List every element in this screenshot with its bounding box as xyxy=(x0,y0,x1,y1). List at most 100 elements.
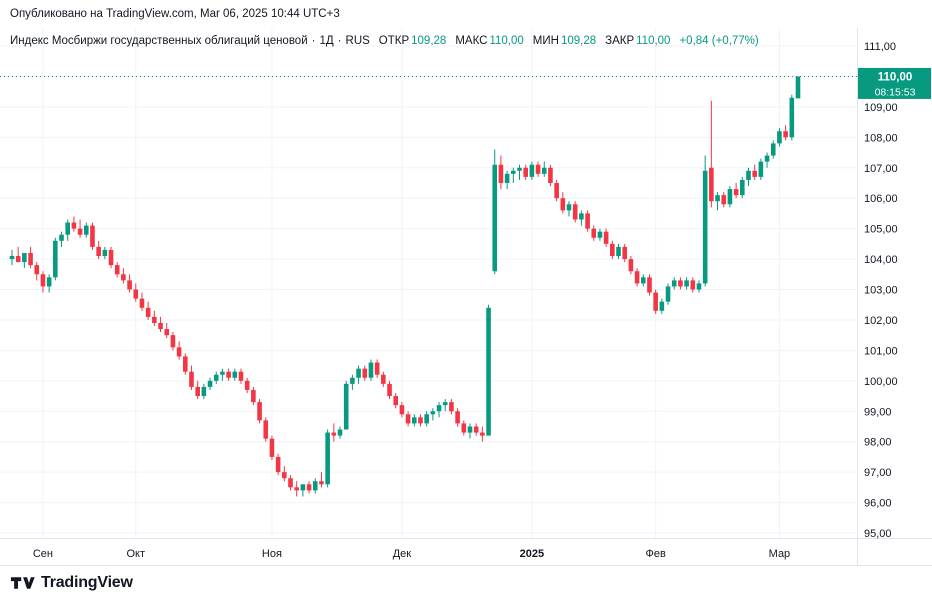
candle-up xyxy=(207,380,213,387)
candle-down xyxy=(399,405,405,415)
tradingview-logo[interactable]: TradingView xyxy=(10,574,133,592)
candle-down xyxy=(461,423,467,433)
candle-down xyxy=(90,225,95,247)
candle-up xyxy=(201,386,207,397)
candle-up xyxy=(665,286,671,302)
candle-down xyxy=(362,368,368,378)
candle-up xyxy=(83,225,89,235)
candle-down xyxy=(628,259,634,272)
time-tick-label: Фев xyxy=(645,548,665,560)
price-tick-label: 104,00 xyxy=(864,254,898,266)
candle-up xyxy=(213,374,219,381)
candle-down xyxy=(28,252,33,266)
tradingview-logo-icon xyxy=(10,577,35,589)
candle-down xyxy=(127,280,132,290)
candle-up xyxy=(671,280,677,287)
price-tick-label: 106,00 xyxy=(864,193,898,205)
high-label: МАКС xyxy=(455,35,488,47)
candle-down xyxy=(634,271,640,284)
candle-down xyxy=(139,298,145,308)
candle-up xyxy=(541,167,547,174)
price-tick-label: 96,00 xyxy=(864,498,892,510)
candle-up xyxy=(684,280,689,287)
candle-down xyxy=(257,402,262,421)
price-tick-label: 100,00 xyxy=(864,376,898,388)
candle-up xyxy=(486,307,491,436)
candle-down xyxy=(331,432,337,436)
candle-up xyxy=(232,371,238,378)
candle-down xyxy=(226,371,231,378)
candle-up xyxy=(696,283,702,290)
candle-down xyxy=(238,371,244,381)
candle-up xyxy=(325,432,330,485)
candle-down xyxy=(647,277,652,293)
candle-down xyxy=(251,389,256,403)
candle-up xyxy=(411,417,417,424)
candle-up xyxy=(777,131,782,144)
last-price-label-bg xyxy=(858,67,931,99)
chart-area: 95,00 96,00 97,00 98,00 99,00 100,00 101,00 102… xyxy=(0,28,932,565)
close-field: ЗАКР 110,00 xyxy=(605,35,670,47)
candle-down xyxy=(263,420,269,439)
time-tick-label: Мар xyxy=(769,548,791,560)
candle-down xyxy=(709,167,714,202)
price-tick-label: 108,00 xyxy=(864,132,898,144)
candle-up xyxy=(220,371,225,375)
candle-down xyxy=(535,164,541,174)
candle-up xyxy=(343,383,349,430)
candle-down xyxy=(269,438,275,457)
candle-down xyxy=(783,131,788,138)
candle-up xyxy=(65,222,71,235)
candle-up xyxy=(102,249,108,257)
candle-up xyxy=(22,252,27,263)
low-value: 109,28 xyxy=(560,35,597,47)
candle-down xyxy=(195,386,200,397)
time-tick-label: Ноя xyxy=(262,548,282,560)
candle-down xyxy=(170,335,176,348)
price-chart-canvas[interactable]: 95,00 96,00 97,00 98,00 99,00 100,00 101,00 102… xyxy=(0,28,932,565)
candle-down xyxy=(189,371,194,387)
low-label: МИН xyxy=(532,35,559,47)
candle-up xyxy=(312,481,318,491)
candle-down xyxy=(71,222,77,229)
candle-down xyxy=(114,265,120,275)
close-value: 110,00 xyxy=(636,35,671,47)
candle-down xyxy=(572,204,578,220)
candle-up xyxy=(715,195,720,202)
candle-up xyxy=(702,170,708,284)
candle-down xyxy=(523,167,528,177)
countdown-label: 08:15:53 xyxy=(875,86,916,98)
candle-up xyxy=(436,405,442,412)
candle-up xyxy=(9,256,15,260)
change-value: +0,84 (+0,77%) xyxy=(679,35,759,47)
candle-down xyxy=(418,417,423,424)
candle-up xyxy=(46,277,52,287)
candle-up xyxy=(350,377,355,384)
candle-up xyxy=(424,414,429,424)
price-tick-label: 111,00 xyxy=(864,41,896,53)
candle-up xyxy=(566,204,572,211)
candle-down xyxy=(480,432,485,436)
candle-down xyxy=(34,265,40,275)
price-tick-label: 105,00 xyxy=(864,224,898,236)
candle-up xyxy=(640,277,646,284)
high-field: МАКС 110,00 xyxy=(455,35,523,47)
candle-up xyxy=(511,170,516,174)
candle-up xyxy=(300,484,306,491)
separator-dot: · xyxy=(311,35,316,47)
candle-up xyxy=(597,231,603,238)
candle-up xyxy=(337,429,343,436)
candle-up xyxy=(746,170,751,180)
candle-down xyxy=(690,280,696,290)
candle-down xyxy=(121,274,126,281)
candle-up xyxy=(789,97,795,138)
candle-up xyxy=(764,155,770,162)
candle-down xyxy=(653,292,658,311)
candle-down xyxy=(387,383,392,397)
candle-down xyxy=(319,481,324,485)
candle-down xyxy=(282,472,287,479)
candle-down xyxy=(374,362,380,375)
candle-down xyxy=(108,249,114,266)
candle-down xyxy=(473,426,479,433)
candle-down xyxy=(182,356,188,372)
